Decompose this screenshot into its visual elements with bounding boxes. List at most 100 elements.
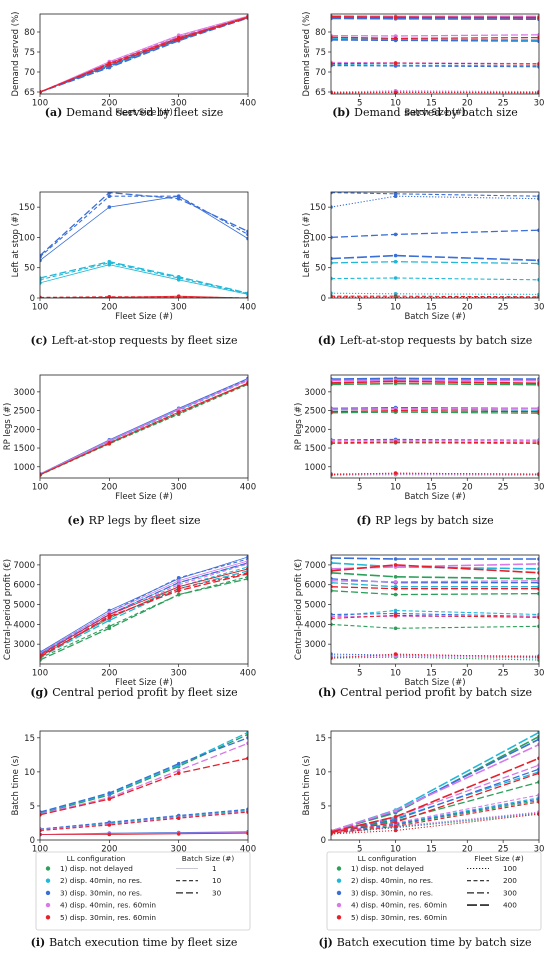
data-point: [537, 591, 539, 596]
x-axis-label: Fleet Size (#): [115, 108, 173, 118]
series-line: [40, 16, 248, 93]
data-point: [331, 296, 333, 298]
data-point: [393, 232, 398, 237]
series-line: [331, 590, 539, 596]
data-point: [537, 278, 539, 282]
data-point: [107, 832, 112, 837]
data-point: [176, 579, 181, 583]
series-line: [331, 34, 539, 37]
y-tick-label: 15: [315, 734, 326, 744]
data-point: [537, 562, 539, 566]
series-group: [40, 731, 248, 837]
data-point: [393, 379, 398, 384]
chart-c: 100 200 300 400 0 50 100 150 Fleet Size (#) Left …: [11, 191, 256, 347]
x-tick-label: 30: [534, 483, 545, 493]
y-tick-label: 100: [19, 233, 35, 243]
caption-text: RP legs by fleet size: [89, 514, 201, 527]
data-point: [393, 276, 398, 280]
data-point: [331, 35, 333, 39]
chart-h: 5 10 15 20 25 30 3000 4000 5000 6000 7000 Batch Siz…: [294, 554, 544, 699]
legend-marker: [45, 915, 51, 920]
series-line: [331, 62, 539, 65]
x-tick-label: 300: [171, 99, 187, 109]
data-point: [176, 576, 181, 580]
series-line: [331, 380, 539, 384]
series-line: [40, 731, 248, 814]
data-point: [246, 232, 248, 237]
y-tick-label: 6000: [304, 581, 326, 591]
data-point: [393, 815, 398, 819]
data-point: [393, 808, 398, 813]
data-point: [393, 828, 398, 833]
y-tick-label: 0: [30, 294, 35, 304]
data-point: [537, 756, 539, 761]
x-tick-label: 200: [101, 303, 117, 313]
caption: (j) Batch execution time by batch size: [319, 936, 532, 949]
legend-config-label: 1) disp. not delayed: [60, 864, 133, 873]
series-line: [40, 378, 248, 475]
data-point: [393, 61, 398, 65]
y-tick-label: 3000: [304, 388, 326, 398]
data-point: [246, 291, 248, 295]
y-axis-label: RP legs (#): [294, 403, 304, 451]
data-point: [331, 830, 333, 834]
y-tick-label: 10: [315, 768, 326, 778]
caption-letter: (b): [332, 106, 354, 119]
legend-size-label: 200: [503, 876, 517, 885]
data-point: [107, 65, 112, 70]
data-point: [537, 409, 539, 414]
x-tick-label: 5: [357, 669, 362, 679]
legend-size-title: Fleet Size (#): [474, 854, 524, 863]
data-point: [176, 275, 181, 279]
caption-text: Central period profit by fleet size: [52, 686, 237, 699]
data-point: [40, 832, 42, 837]
data-point: [176, 295, 181, 298]
x-axis-label: Batch Size (#): [404, 312, 465, 322]
x-axis-label: Batch Size (#): [404, 492, 465, 502]
data-point: [107, 295, 112, 298]
series-line: [40, 811, 248, 832]
data-point: [331, 15, 333, 19]
data-point: [40, 295, 42, 298]
data-point: [537, 793, 539, 797]
data-point: [246, 15, 248, 20]
x-tick-label: 300: [171, 303, 187, 313]
x-tick-label: 200: [101, 483, 117, 493]
data-point: [107, 797, 112, 801]
caption-text: Central period profit by batch size: [340, 686, 532, 699]
y-axis-label: Batch time (s): [11, 755, 21, 815]
y-tick-label: 65: [24, 88, 35, 98]
y-axis-label: Demand served (%): [11, 12, 21, 97]
data-point: [176, 194, 181, 198]
legend-box: [35, 851, 251, 931]
data-point: [537, 655, 539, 659]
series-line: [331, 612, 539, 617]
y-tick-label: 3000: [304, 640, 326, 650]
x-tick-label: 15: [426, 303, 437, 313]
y-tick-label: 1000: [304, 463, 326, 473]
data-point: [246, 756, 248, 761]
series-line: [331, 65, 539, 68]
x-tick-label: 20: [462, 845, 473, 855]
data-point: [331, 381, 333, 385]
data-point: [331, 38, 333, 42]
legend-config-label: 2) disp. 40min, no res.: [60, 876, 142, 885]
series-line: [331, 277, 539, 281]
x-tick-label: 100: [32, 99, 48, 109]
data-point: [331, 441, 333, 445]
x-tick-label: 200: [101, 845, 117, 855]
legend-config-label: 1) disp. not delayed: [351, 864, 424, 873]
x-tick-label: 300: [171, 483, 187, 493]
x-tick-label: 5: [357, 483, 362, 493]
data-point: [393, 563, 398, 567]
data-point: [331, 616, 333, 621]
data-point: [393, 471, 398, 475]
data-point: [40, 276, 42, 280]
caption-text: Batch execution time by fleet size: [49, 936, 237, 949]
caption-text: Left-at-stop requests by batch size: [340, 334, 533, 347]
data-point: [393, 408, 398, 413]
y-tick-label: 0: [321, 836, 326, 846]
y-tick-label: 6000: [13, 581, 35, 591]
data-point: [176, 592, 181, 597]
data-point: [331, 409, 333, 414]
